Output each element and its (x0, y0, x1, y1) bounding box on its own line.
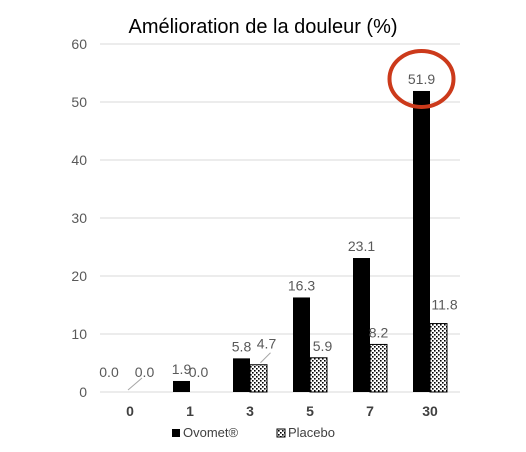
bar-ovomet (353, 258, 370, 392)
legend-swatch-placebo (276, 428, 286, 438)
y-tick-label: 10 (71, 326, 87, 342)
y-tick-label: 40 (71, 152, 87, 168)
legend-label-placebo: Placebo (288, 425, 335, 440)
x-category-label: 7 (366, 403, 374, 419)
legend-label-ovomet: Ovomet® (183, 425, 239, 440)
data-label-placebo: 0.0 (135, 364, 155, 380)
leader-line (127, 377, 143, 391)
x-category-label: 1 (186, 403, 194, 419)
data-label-ovomet: 16.3 (288, 277, 315, 293)
data-label-ovomet: 0.0 (99, 364, 119, 380)
data-label-ovomet: 5.8 (232, 338, 252, 354)
bar-ovomet (293, 297, 310, 392)
x-axis-categories: 0 1 3 5 7 30 (126, 403, 438, 419)
data-labels: 0.0 0.0 1.90.05.8 4.716.35.923.18.251.911.8 (99, 71, 458, 380)
bar-placebo (249, 364, 268, 393)
bar-placebo (429, 323, 448, 393)
bar-placebo (369, 343, 388, 393)
data-label-placebo: 8.2 (369, 324, 389, 340)
x-category-label: 3 (246, 403, 254, 419)
legend: Ovomet® Placebo (172, 425, 335, 440)
bar-ovomet (233, 358, 250, 392)
data-label-ovomet: 51.9 (408, 71, 435, 87)
y-tick-label: 0 (79, 384, 87, 400)
x-category-label: 30 (422, 403, 438, 419)
y-tick-label: 60 (71, 36, 87, 52)
gridlines (100, 43, 460, 393)
x-category-label: 5 (306, 403, 314, 419)
bar-ovomet (413, 90, 430, 392)
y-tick-label: 30 (71, 210, 87, 226)
bar-ovomet (173, 380, 190, 392)
highlight-circle (387, 48, 456, 109)
y-tick-label: 50 (71, 94, 87, 110)
x-category-label: 0 (126, 403, 134, 419)
bars (173, 90, 448, 393)
y-tick-label: 20 (71, 268, 87, 284)
data-label-placebo: 0.0 (189, 364, 209, 380)
bar-placebo (309, 357, 328, 393)
leader-line (260, 352, 271, 364)
data-label-ovomet: 23.1 (348, 238, 375, 254)
y-axis-ticks: 0 10 20 30 40 50 60 (71, 36, 87, 400)
data-label-placebo: 5.9 (313, 338, 333, 354)
data-label-placebo: 4.7 (257, 336, 277, 352)
chart-title: Amélioration de la douleur (%) (128, 16, 397, 38)
legend-swatch-ovomet (172, 429, 180, 437)
data-label-ovomet: 1.9 (172, 361, 192, 377)
highlight-annotation (387, 48, 456, 109)
leader-lines (127, 352, 271, 391)
data-label-placebo: 11.8 (431, 297, 457, 313)
